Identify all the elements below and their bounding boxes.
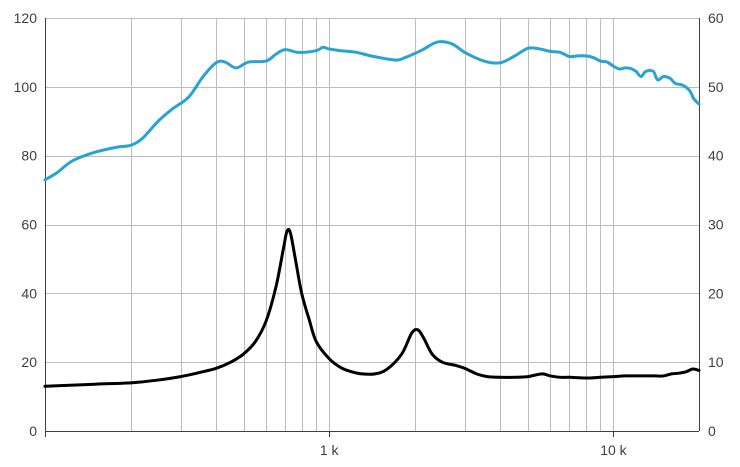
series-line-left-axis [43, 40, 701, 182]
y-right-tick-label: 0 [708, 423, 716, 439]
y-left-tick-label: 40 [21, 285, 37, 301]
y-left-tick-label: 100 [14, 79, 38, 95]
y-left-tick-label: 120 [14, 10, 38, 26]
y-right-tick-label: 50 [708, 79, 724, 95]
y-right-tick-label: 60 [708, 10, 724, 26]
y-left-tick-label: 80 [21, 148, 37, 164]
grid [45, 18, 700, 432]
series [43, 40, 701, 388]
tick-labels: 0 20 40 60 80 100 120 0 10 20 30 40 50 60 1 k 10 k [14, 10, 724, 458]
y-left-tick-label: 20 [21, 354, 37, 370]
y-left-tick-label: 60 [21, 217, 37, 233]
x-tick-label: 10 k [600, 442, 627, 458]
y-left-tick-label: 0 [29, 423, 37, 439]
y-right-tick-label: 30 [708, 217, 724, 233]
series-line-right-axis [43, 227, 701, 388]
y-right-tick-label: 40 [708, 148, 724, 164]
y-right-tick-label: 10 [708, 354, 724, 370]
y-right-tick-label: 20 [708, 285, 724, 301]
x-tick-label: 1 k [320, 442, 340, 458]
axes [45, 18, 700, 437]
